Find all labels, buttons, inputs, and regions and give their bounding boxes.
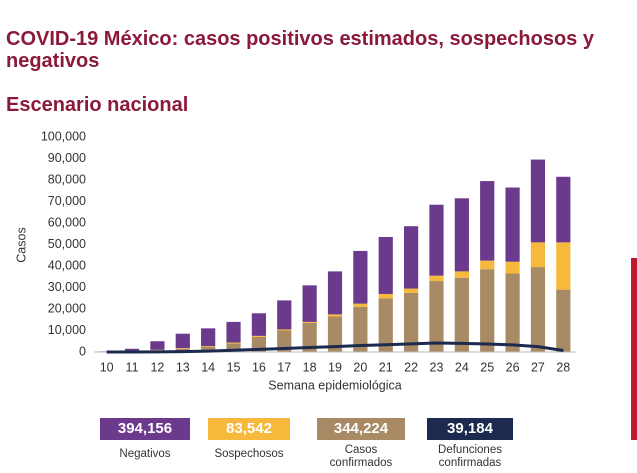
- y-tick-label: 50,000: [48, 237, 86, 251]
- bar: [530, 159, 546, 243]
- x-tick-label: 23: [430, 360, 444, 374]
- x-tick-label: 27: [531, 360, 545, 374]
- bar: [556, 242, 571, 290]
- x-tick-label: 11: [126, 360, 139, 374]
- bar: [454, 198, 469, 272]
- bar: [353, 303, 368, 307]
- x-tick-label: 25: [480, 360, 494, 374]
- bar: [556, 289, 571, 352]
- chart-subtitle: Escenario nacional: [6, 94, 189, 116]
- x-tick-label: 10: [100, 360, 114, 374]
- y-tick-label: 30,000: [48, 280, 86, 294]
- bar: [124, 348, 140, 352]
- x-tick-label: 18: [303, 360, 317, 374]
- legend-label: Negativos: [119, 448, 171, 460]
- line: [106, 341, 564, 354]
- y-tick-label: 80,000: [48, 172, 86, 186]
- bar: [454, 277, 469, 352]
- bar: [327, 314, 343, 317]
- bar: [277, 330, 292, 352]
- x-tick-label: 28: [556, 360, 570, 374]
- x-tick-label: 21: [379, 360, 393, 374]
- bar: [454, 271, 469, 278]
- bar: [505, 273, 520, 352]
- x-tick-label: 14: [201, 360, 215, 374]
- bar: [251, 335, 266, 337]
- y-tick-label: 40,000: [48, 258, 86, 272]
- bar: [201, 345, 216, 347]
- bar: [327, 316, 343, 352]
- x-tick-label: 15: [227, 360, 241, 374]
- bar: [505, 261, 520, 274]
- bar: [480, 269, 495, 352]
- legend-label: Casos confirmados: [329, 444, 393, 469]
- summary-total: 344,224: [317, 418, 405, 440]
- bar: [226, 342, 241, 344]
- bar: [530, 267, 546, 352]
- bar: [353, 250, 368, 304]
- bar: [505, 187, 520, 262]
- bar: [251, 313, 266, 336]
- bar: [378, 236, 393, 294]
- bar: [429, 281, 444, 352]
- bar: [530, 242, 546, 268]
- chart-title: COVID-19 México: casos positivos estimad…: [6, 28, 594, 72]
- x-tick-label: 20: [353, 360, 367, 374]
- summary-total: 39,184: [427, 418, 513, 440]
- bar: [327, 271, 343, 315]
- bar: [226, 343, 241, 352]
- x-tick-label: 24: [455, 360, 469, 374]
- y-tick-label: 10,000: [48, 323, 86, 337]
- bar: [353, 306, 368, 352]
- y-tick-label: 100,000: [41, 129, 86, 143]
- bar: [556, 176, 571, 243]
- bar: [302, 285, 317, 322]
- bar: [404, 288, 419, 293]
- y-tick-label: 0: [79, 344, 86, 358]
- legend-label: Sospechosos: [214, 448, 284, 460]
- legend-label: Defunciones confirmadas: [438, 444, 502, 469]
- bar: [150, 341, 165, 350]
- x-tick-label: 12: [150, 360, 164, 374]
- summary-total: 394,156: [100, 418, 190, 440]
- y-tick-label: 90,000: [48, 151, 86, 165]
- summary-total: 83,542: [208, 418, 290, 440]
- y-tick-label: 20,000: [48, 301, 86, 315]
- bar: [175, 348, 190, 349]
- y-tick-label: 60,000: [48, 215, 86, 229]
- bar: [378, 298, 393, 352]
- bar: [378, 293, 393, 299]
- bar: [175, 333, 190, 349]
- x-axis-label: Semana epidemiológica: [268, 378, 401, 392]
- bar: [404, 226, 419, 289]
- bar: [226, 321, 241, 343]
- bar: [277, 329, 292, 331]
- x-tick-label: 26: [506, 360, 520, 374]
- bar: [201, 346, 216, 352]
- y-tick-label: 70,000: [48, 194, 86, 208]
- decoration: [631, 258, 637, 440]
- bar: [302, 321, 317, 323]
- x-tick-label: 19: [328, 360, 342, 374]
- x-tick-label: 17: [277, 360, 291, 374]
- bar: [302, 322, 317, 352]
- x-tick-label: 13: [176, 360, 190, 374]
- x-tick-label: 22: [404, 360, 418, 374]
- bar: [277, 300, 292, 330]
- bar: [201, 328, 216, 346]
- y-axis-label: Casos: [14, 227, 28, 262]
- bar: [429, 275, 444, 282]
- bar: [480, 260, 495, 270]
- bar: [429, 204, 444, 276]
- bar: [404, 292, 419, 352]
- x-tick-label: 16: [252, 360, 266, 374]
- bar: [480, 181, 495, 261]
